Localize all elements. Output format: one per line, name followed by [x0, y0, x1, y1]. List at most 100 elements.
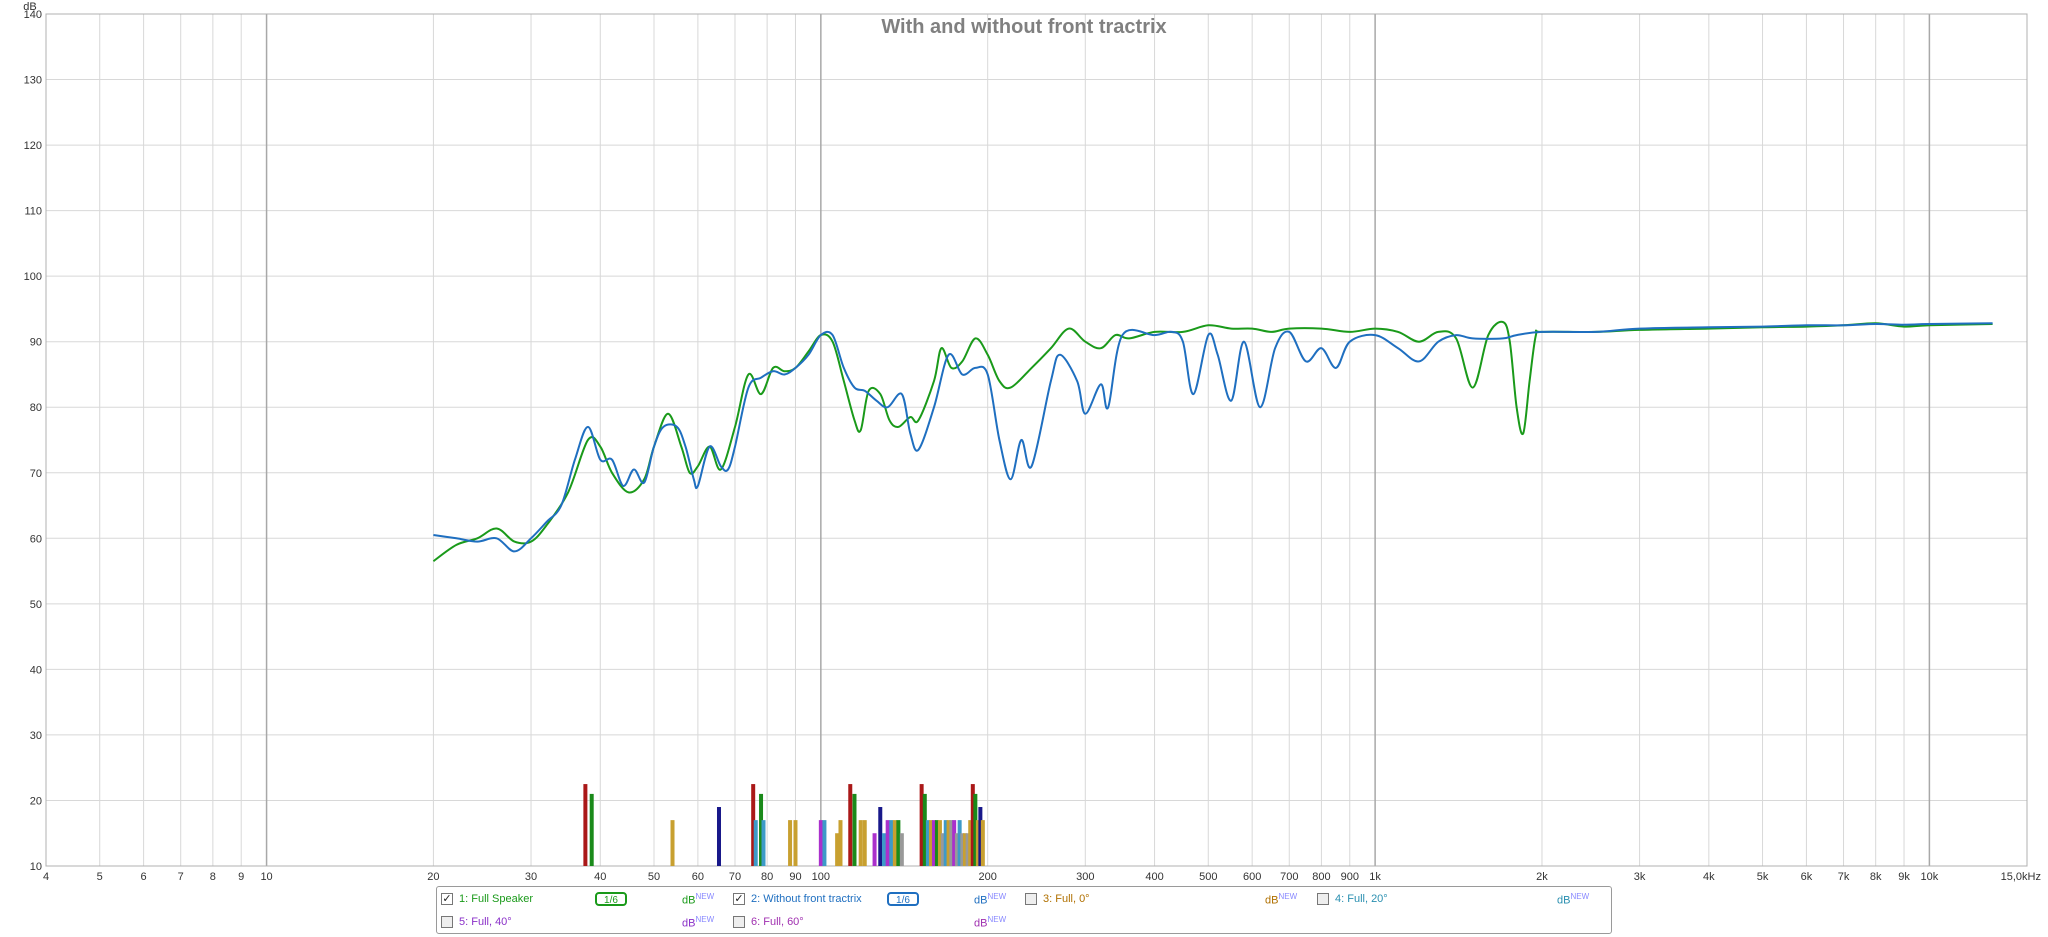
- resonance-bar: [759, 793, 764, 866]
- y-tick-label: 70: [30, 468, 42, 480]
- x-tick-label: 900: [1341, 871, 1359, 883]
- legend-item-1[interactable]: ✓ 1: Full Speaker: [441, 889, 533, 909]
- legend-label-3: 3: Full, 0°: [1043, 893, 1090, 905]
- resonance-bar: [670, 820, 675, 866]
- resonance-bar: [889, 820, 894, 866]
- db-link-2[interactable]: dBNEW: [974, 892, 1007, 907]
- legend-panel: ✓ 1: Full Speaker 1/6 dBNEW ✓ 2: Without…: [436, 886, 1612, 934]
- series-lines: [432, 320, 1993, 563]
- plot-frame: [45, 13, 2028, 867]
- resonance-bar: [835, 833, 840, 866]
- x-tick-label: 700: [1280, 871, 1298, 883]
- x-axis-ticks: 4 5 6 7 8 9 10 20 30 40 50 60 70 80 90 100 200 300 400 500 6…: [43, 871, 2041, 883]
- x-tick-label: 8: [210, 871, 216, 883]
- y-tick-label: 10: [30, 861, 42, 873]
- legend-label-6: 6: Full, 60°: [751, 916, 804, 928]
- y-tick-label: 110: [24, 206, 42, 218]
- db-link-5[interactable]: dBNEW: [682, 915, 715, 930]
- db-link-6[interactable]: dBNEW: [974, 915, 1007, 930]
- resonance-bar: [818, 820, 823, 866]
- resonance-bar: [940, 833, 945, 866]
- legend-item-2[interactable]: ✓ 2: Without front tractrix: [733, 889, 862, 909]
- y-axis-ticks: 10 20 30 40 50 60 70 80 90 100 110 120 130 140: [24, 9, 42, 873]
- y-axis-label: dB: [23, 1, 36, 13]
- smoothing-badge-1[interactable]: 1/6: [595, 892, 627, 906]
- legend-checkbox-4[interactable]: [1317, 893, 1329, 905]
- y-tick-label: 120: [24, 140, 42, 152]
- x-tick-label: 8k: [1870, 871, 1882, 883]
- legend-label-4: 4: Full, 20°: [1335, 893, 1388, 905]
- x-tick-label: 9k: [1898, 871, 1910, 883]
- y-tick-label: 20: [30, 795, 42, 807]
- x-tick-label: 6: [141, 871, 147, 883]
- x-tick-label: 300: [1076, 871, 1094, 883]
- x-tick-label: 6k: [1801, 871, 1813, 883]
- legend-checkbox-5[interactable]: [441, 916, 453, 928]
- x-tick-label: 15,0kHz: [2001, 871, 2041, 883]
- resonance-bar: [892, 820, 897, 866]
- y-tick-label: 50: [30, 599, 42, 611]
- legend-label-2: 2: Without front tractrix: [751, 893, 862, 905]
- y-tick-label: 80: [30, 402, 42, 414]
- resonance-bar: [858, 820, 863, 866]
- db-link-1[interactable]: dBNEW: [682, 892, 715, 907]
- resonance-bar: [919, 784, 924, 866]
- resonance-bar: [872, 833, 877, 866]
- x-tick-label: 500: [1199, 871, 1217, 883]
- resonance-bar: [960, 833, 965, 866]
- resonance-bar: [885, 820, 890, 866]
- resonance-bar: [822, 820, 827, 866]
- resonance-bar: [838, 820, 843, 866]
- x-tick-label: 1k: [1369, 871, 1381, 883]
- legend-item-6[interactable]: 6: Full, 60°: [733, 912, 804, 932]
- resonance-bar: [589, 793, 594, 866]
- series-line-1: [432, 320, 1993, 563]
- resonance-bar: [882, 833, 887, 866]
- resonance-bar: [970, 784, 975, 866]
- chart-title: With and without front tractrix: [881, 16, 1166, 38]
- x-tick-label: 400: [1145, 871, 1163, 883]
- resonance-bar: [962, 833, 967, 866]
- legend-item-5[interactable]: 5: Full, 40°: [441, 912, 512, 932]
- resonance-bar: [852, 793, 857, 866]
- legend-item-3[interactable]: 3: Full, 0°: [1025, 889, 1090, 909]
- resonance-bar: [878, 807, 883, 866]
- db-link-3[interactable]: dBNEW: [1265, 892, 1298, 907]
- x-tick-label: 4k: [1703, 871, 1715, 883]
- smoothing-badge-2[interactable]: 1/6: [887, 892, 919, 906]
- resonance-bar: [848, 784, 853, 866]
- resonance-bar: [922, 793, 927, 866]
- y-tick-label: 90: [30, 337, 42, 349]
- y-tick-label: 40: [30, 664, 42, 676]
- resonance-bar: [896, 820, 901, 866]
- x-tick-label: 50: [648, 871, 660, 883]
- x-tick-label: 5k: [1757, 871, 1769, 883]
- series-line-2: [433, 322, 1993, 553]
- legend-label-5: 5: Full, 40°: [459, 916, 512, 928]
- resonance-bar: [957, 820, 962, 866]
- legend-checkbox-1[interactable]: ✓: [441, 893, 453, 905]
- resonance-bar: [980, 820, 985, 866]
- x-tick-label: 600: [1243, 871, 1261, 883]
- y-tick-label: 140: [24, 9, 42, 21]
- resonance-bar: [965, 833, 970, 866]
- x-tick-label: 200: [979, 871, 997, 883]
- resonance-bar: [899, 833, 904, 866]
- y-tick-label: 130: [24, 75, 42, 87]
- db-link-4[interactable]: dBNEW: [1557, 892, 1590, 907]
- x-tick-label: 2k: [1536, 871, 1548, 883]
- resonance-bar: [761, 820, 766, 866]
- chart-canvas: 10 20 30 40 50 60 70 80 90 100 110 120 130 140 4 5 6 7 8 9…: [23, 1, 2041, 883]
- resonance-bar: [973, 793, 978, 866]
- resonance-bar: [753, 820, 758, 866]
- x-tick-label: 4: [43, 871, 49, 883]
- legend-label-1: 1: Full Speaker: [459, 893, 533, 905]
- resonance-bar: [793, 820, 798, 866]
- resonance-bar: [978, 807, 983, 866]
- resonance-markers: [583, 784, 985, 866]
- legend-checkbox-3[interactable]: [1025, 893, 1037, 905]
- legend-item-4[interactable]: 4: Full, 20°: [1317, 889, 1388, 909]
- legend-checkbox-2[interactable]: ✓: [733, 893, 745, 905]
- x-tick-label: 30: [525, 871, 537, 883]
- legend-checkbox-6[interactable]: [733, 916, 745, 928]
